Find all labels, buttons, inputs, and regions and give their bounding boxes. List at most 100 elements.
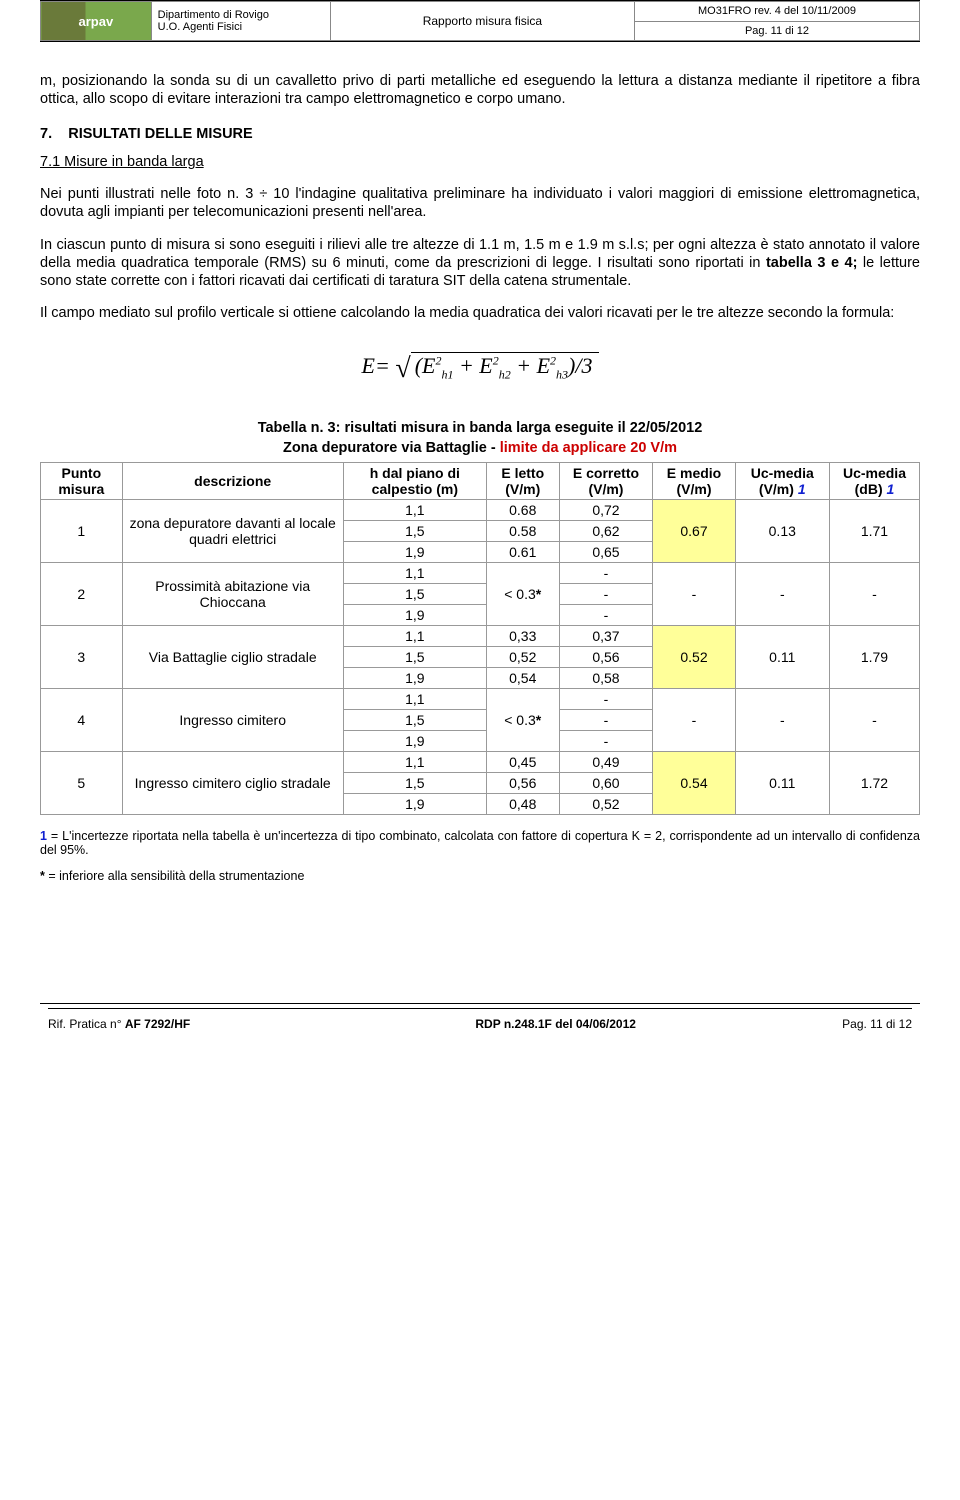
table-head: Punto misura descrizione h dal piano di …: [41, 462, 920, 499]
table-row: 5Ingresso cimitero ciglio stradale1,10,4…: [41, 751, 920, 772]
page-footer: Rif. Pratica n° AF 7292/HF RDP n.248.1F …: [40, 1003, 920, 1035]
footnote-2-text: = inferiore alla sensibilità della strum…: [45, 869, 305, 883]
cell-h: 1,1: [343, 562, 486, 583]
th-h: h dal piano di calpestio (m): [343, 462, 486, 499]
th-ucv: Uc-media (V/m) 1: [735, 462, 829, 499]
cell-ucdb: -: [829, 688, 919, 751]
header-right-bot: Pag. 11 di 12: [634, 21, 919, 41]
th-punto: Punto misura: [41, 462, 123, 499]
para-2: Nei punti illustrati nelle foto n. 3 ÷ 1…: [40, 185, 920, 221]
sec7-title-text: RISULTATI DELLE MISURE: [68, 126, 252, 142]
dept-line1: Dipartimento di Rovigo: [158, 9, 269, 21]
cell-ucv: 0.11: [735, 625, 829, 688]
cell-h: 1,1: [343, 625, 486, 646]
cell-punto: 5: [41, 751, 123, 814]
cell-eletto: 0,48: [486, 793, 559, 814]
cell-ucdb: 1.72: [829, 751, 919, 814]
cell-h: 1,9: [343, 667, 486, 688]
subsection-7-1: 7.1 Misure in banda larga: [40, 154, 920, 170]
cell-emedio: 0.52: [653, 625, 735, 688]
footer-right: Pag. 11 di 12: [740, 1013, 920, 1035]
cell-ucdb: 1.79: [829, 625, 919, 688]
para-3: In ciascun punto di misura si sono esegu…: [40, 236, 920, 290]
table-row: 4Ingresso cimitero1,1< 0.3*----: [41, 688, 920, 709]
cell-ucv: -: [735, 688, 829, 751]
table-caption-1: Tabella n. 3: risultati misura in banda …: [40, 420, 920, 436]
cell-ecorr: -: [559, 583, 653, 604]
cell-eletto: < 0.3*: [486, 562, 559, 625]
logo-cell: arpav: [41, 2, 152, 41]
cell-h: 1,1: [343, 751, 486, 772]
cell-emedio: 0.54: [653, 751, 735, 814]
sec7-num: 7.: [40, 126, 52, 142]
caption-limit: limite da applicare 20 V/m: [500, 440, 677, 456]
cell-h: 1,9: [343, 541, 486, 562]
cell-ucdb: 1.71: [829, 499, 919, 562]
section-7-title: 7. RISULTATI DELLE MISURE: [40, 126, 920, 142]
page-header: arpav Dipartimento di Rovigo U.O. Agenti…: [40, 0, 920, 42]
cell-h: 1,1: [343, 499, 486, 520]
cell-ucdb: -: [829, 562, 919, 625]
cell-ecorr: 0,56: [559, 646, 653, 667]
cell-ecorr: -: [559, 604, 653, 625]
header-right-top: MO31FRO rev. 4 del 10/11/2009: [634, 2, 919, 22]
cell-ecorr: 0,37: [559, 625, 653, 646]
cell-ecorr: 0,62: [559, 520, 653, 541]
cell-ucv: -: [735, 562, 829, 625]
footnote-1-lead: 1: [40, 829, 47, 843]
cell-ecorr: 0,65: [559, 541, 653, 562]
cell-punto: 1: [41, 499, 123, 562]
header-table: arpav Dipartimento di Rovigo U.O. Agenti…: [40, 1, 920, 41]
formula: E= √(E2h1 + E2h2 + E2h3)/3: [40, 353, 920, 385]
table-row: 1zona depuratore davanti al locale quadr…: [41, 499, 920, 520]
th-ucdb: Uc-media (dB) 1: [829, 462, 919, 499]
th-desc: descrizione: [122, 462, 343, 499]
cell-h: 1,5: [343, 520, 486, 541]
cell-h: 1,5: [343, 646, 486, 667]
caption-2a: Zona depuratore via Battaglie -: [283, 440, 500, 456]
cell-desc: Ingresso cimitero ciglio stradale: [122, 751, 343, 814]
cell-eletto: 0.68: [486, 499, 559, 520]
cell-h: 1,5: [343, 772, 486, 793]
cell-h: 1,5: [343, 709, 486, 730]
cell-eletto: 0.58: [486, 520, 559, 541]
header-mid: Rapporto misura fisica: [330, 2, 634, 41]
cell-desc: zona depuratore davanti al locale quadri…: [122, 499, 343, 562]
para-4: Il campo mediato sul profilo verticale s…: [40, 304, 920, 322]
table-row: 2Prossimità abitazione via Chioccana1,1<…: [41, 562, 920, 583]
footnotes: 1 = L'incertezze riportata nella tabella…: [40, 829, 920, 884]
footnote-1: 1 = L'incertezze riportata nella tabella…: [40, 829, 920, 857]
cell-emedio: -: [653, 688, 735, 751]
cell-eletto: 0,52: [486, 646, 559, 667]
cell-desc: Via Battaglie ciglio stradale: [122, 625, 343, 688]
th-ecorr: E corretto (V/m): [559, 462, 653, 499]
cell-ucv: 0.13: [735, 499, 829, 562]
cell-ecorr: -: [559, 730, 653, 751]
footnote-2: * = inferiore alla sensibilità della str…: [40, 869, 920, 883]
th-eletto: E letto (V/m): [486, 462, 559, 499]
cell-eletto: 0,56: [486, 772, 559, 793]
cell-h: 1,9: [343, 604, 486, 625]
footer-left: Rif. Pratica n° AF 7292/HF: [40, 1013, 371, 1035]
cell-desc: Prossimità abitazione via Chioccana: [122, 562, 343, 625]
cell-eletto: 0.61: [486, 541, 559, 562]
cell-ecorr: 0,58: [559, 667, 653, 688]
cell-ecorr: 0,72: [559, 499, 653, 520]
cell-eletto: 0,33: [486, 625, 559, 646]
table-row: 3Via Battaglie ciglio stradale1,10,330,3…: [41, 625, 920, 646]
cell-desc: Ingresso cimitero: [122, 688, 343, 751]
cell-ecorr: -: [559, 562, 653, 583]
cell-h: 1,1: [343, 688, 486, 709]
th-emedio: E medio (V/m): [653, 462, 735, 499]
table-caption-2: Zona depuratore via Battaglie - limite d…: [40, 440, 920, 456]
table-body: 1zona depuratore davanti al locale quadr…: [41, 499, 920, 814]
cell-eletto: 0,45: [486, 751, 559, 772]
results-table: Punto misura descrizione h dal piano di …: [40, 462, 920, 815]
cell-h: 1,5: [343, 583, 486, 604]
para-1: m, posizionando la sonda su di un cavall…: [40, 72, 920, 108]
cell-punto: 2: [41, 562, 123, 625]
dept-cell: Dipartimento di Rovigo U.O. Agenti Fisic…: [151, 2, 330, 41]
cell-ecorr: 0,52: [559, 793, 653, 814]
cell-ecorr: -: [559, 709, 653, 730]
dept-line2: U.O. Agenti Fisici: [158, 21, 242, 33]
